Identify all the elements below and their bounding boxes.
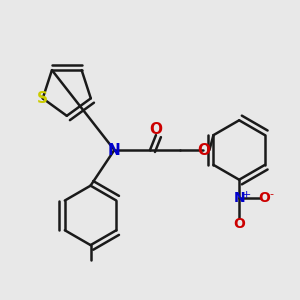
- Text: O: O: [197, 142, 210, 158]
- Text: N: N: [233, 190, 245, 205]
- Text: O: O: [233, 217, 245, 231]
- Text: O: O: [149, 122, 162, 137]
- Text: +: +: [242, 190, 251, 200]
- Text: O: O: [259, 190, 270, 205]
- Text: N: N: [108, 142, 121, 158]
- Text: -: -: [270, 190, 274, 200]
- Text: S: S: [37, 91, 48, 106]
